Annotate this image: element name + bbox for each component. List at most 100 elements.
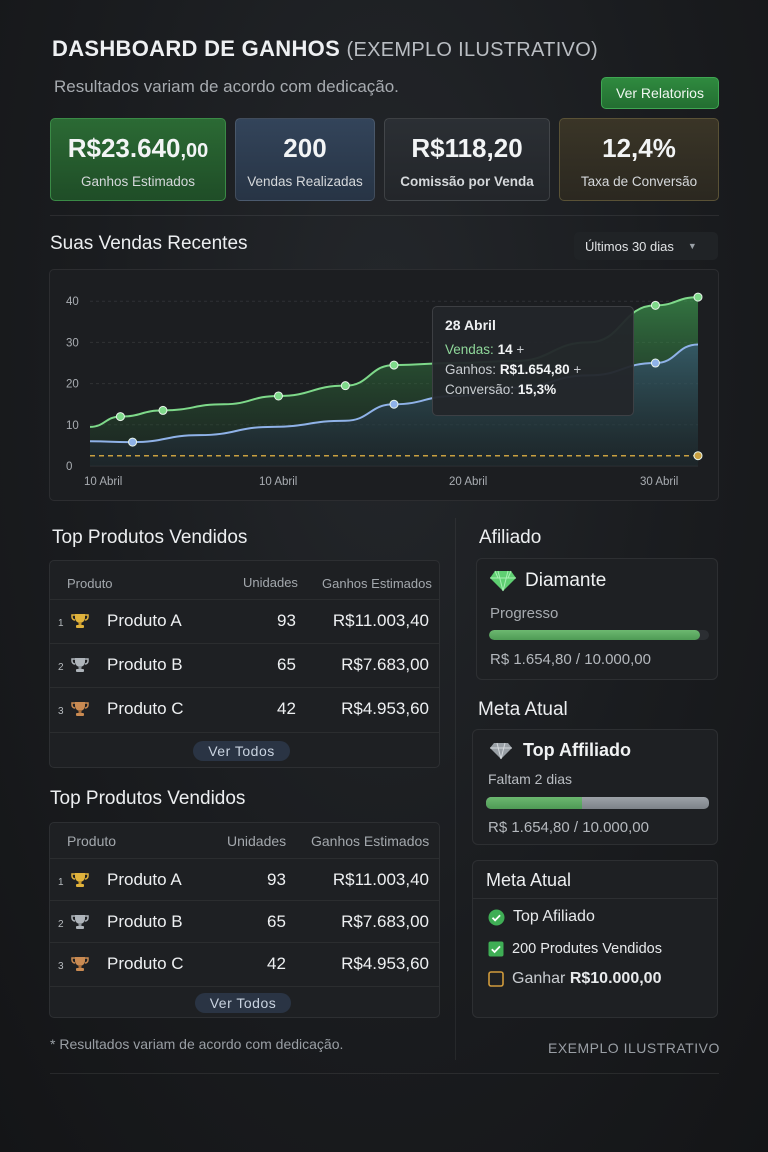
affiliate-tier: Diamante	[525, 570, 607, 591]
checkbox-unchecked-icon[interactable]	[488, 971, 504, 987]
data-point	[340, 381, 350, 391]
goal-checklist-card: Meta Atual Top Afiliado 200 Produtes Ven…	[472, 860, 718, 1018]
top-products-table-2: Produto Unidades Ganhos Estimados 1 Prod…	[49, 822, 440, 1018]
product-earnings: R$11.003,40	[332, 611, 429, 630]
affiliate-card: Diamante Progresso R$ 1.654,80 / 10.000,…	[476, 558, 718, 680]
check-circle-icon	[488, 909, 505, 925]
checklist-item[interactable]: 200 Produtes Vendidos	[488, 941, 662, 957]
data-point	[273, 391, 283, 401]
goal-amount: R$ 1.654,80 / 10.000,00	[488, 819, 649, 836]
divider	[50, 215, 719, 216]
table-row[interactable]: 3 Produto C 42 R$4.953,60	[50, 942, 439, 984]
view-all-button-2[interactable]: Ver Todos	[195, 993, 291, 1013]
gold-trophy-icon	[71, 873, 89, 887]
product-earnings: R$11.003,40	[332, 870, 429, 889]
x-tick-label: 10 Abril	[84, 476, 122, 488]
kpi-value: R$23.640,00	[67, 133, 209, 163]
x-tick-label: 10 Abril	[259, 476, 297, 488]
product-name: Produto C	[107, 954, 184, 973]
kpi-label: Taxa de Conversão	[580, 174, 698, 189]
column-divider	[455, 518, 456, 1060]
x-tick-label: 20 Abril	[449, 476, 487, 488]
column-header-product: Produto	[67, 833, 117, 849]
view-reports-button[interactable]: Ver Relatorios	[601, 77, 719, 109]
y-tick-label: 0	[66, 461, 72, 473]
product-name: Produto A	[107, 611, 182, 630]
top-products-title-2: Top Produtos Vendidos	[50, 788, 246, 809]
row-rank: 3	[58, 961, 64, 972]
goal-progress-bar	[486, 797, 709, 809]
checklist-label: Top Afiliado	[513, 908, 595, 925]
product-earnings: R$7.683,00	[341, 912, 429, 931]
product-earnings: R$7.683,00	[341, 655, 429, 674]
data-point	[650, 358, 660, 368]
table-row[interactable]: 2 Produto B 65 R$7.683,00	[50, 900, 439, 942]
y-tick-label: 20	[66, 379, 79, 391]
checklist-item[interactable]: Ganhar R$10.000,00	[488, 970, 661, 988]
column-header-units: Unidades	[243, 575, 298, 590]
kpi-label: Comissão por Venda	[400, 174, 534, 189]
table-row[interactable]: 1 Produto A 93 R$11.003,40	[50, 599, 439, 643]
goal-progress-fill	[486, 797, 582, 809]
kpi-card-commission: R$118,20 Comissão por Venda	[384, 118, 550, 201]
product-name: Produto C	[107, 699, 184, 718]
goal-card: Top Affiliado Faltam 2 dias R$ 1.654,80 …	[472, 729, 718, 845]
y-tick-label: 40	[66, 296, 79, 308]
checkbox-checked-icon[interactable]	[488, 941, 504, 957]
chevron-down-icon: ▼	[687, 241, 697, 251]
period-dropdown[interactable]: Últimos 30 dias ▼	[574, 232, 718, 260]
checklist-label: Ganhar R$10.000,00	[512, 970, 662, 987]
data-point	[128, 437, 138, 447]
chart-tooltip: 28 Abril Vendas: 14 + Ganhos: R$1.654,80…	[432, 306, 634, 416]
gold-trophy-icon	[71, 614, 89, 628]
kpi-value: 12,4%	[602, 133, 676, 163]
affiliate-progress-bar	[489, 630, 709, 640]
goal-remaining: Faltam 2 dias	[488, 771, 573, 787]
page-subtitle: Resultados variam de acordo com dedicaçã…	[54, 77, 399, 96]
product-units: 93	[267, 870, 286, 889]
kpi-value: R$118,20	[411, 133, 523, 163]
page-title-suffix: (EXEMPLO ILUSTRATIVO)	[346, 39, 599, 61]
divider	[50, 1073, 719, 1074]
view-all-button[interactable]: Ver Todos	[193, 741, 290, 761]
top-products-title: Top Produtos Vendidos	[52, 527, 248, 548]
affiliate-progress-fill	[489, 630, 701, 640]
bronze-trophy-icon	[71, 702, 89, 716]
table-row[interactable]: 2 Produto B 65 R$7.683,00	[50, 643, 439, 687]
product-units: 42	[277, 699, 296, 718]
table-row[interactable]: 1 Produto A 93 R$11.003,40	[50, 858, 439, 900]
y-tick-label: 30	[66, 337, 79, 349]
bronze-trophy-icon	[71, 957, 89, 971]
diamond-icon	[490, 742, 512, 760]
product-units: 65	[267, 912, 286, 931]
affiliate-amount: R$ 1.654,80 / 10.000,00	[490, 651, 651, 668]
tooltip-conversion: Conversão: 15,3%	[445, 382, 557, 397]
tooltip-sales: Vendas: 14 +	[445, 342, 525, 357]
product-units: 93	[277, 611, 296, 630]
divider	[50, 986, 439, 987]
row-rank: 2	[58, 662, 64, 673]
divider	[473, 898, 717, 899]
product-units: 65	[277, 655, 296, 674]
table-row[interactable]: 3 Produto C 42 R$4.953,60	[50, 687, 439, 731]
row-rank: 1	[58, 618, 64, 629]
data-point	[650, 300, 660, 310]
product-earnings: R$4.953,60	[341, 699, 429, 718]
product-name: Produto A	[107, 870, 182, 889]
page-title: DASHBOARD DE GANHOS (EXEMPLO ILUSTRATIVO…	[52, 36, 598, 62]
data-point	[389, 399, 399, 409]
data-point	[115, 412, 125, 422]
product-units: 42	[267, 954, 286, 973]
data-point	[693, 292, 703, 302]
affiliate-title: Afiliado	[479, 527, 542, 548]
diamond-icon	[490, 570, 516, 592]
product-earnings: R$4.953,60	[341, 954, 429, 973]
product-name: Produto B	[107, 912, 183, 931]
checklist-item[interactable]: Top Afiliado	[488, 908, 595, 926]
kpi-card-estimated-earnings: R$23.640,00 Ganhos Estimados	[50, 118, 226, 201]
tooltip-earnings: Ganhos: R$1.654,80 +	[445, 362, 582, 377]
sales-section-title: Suas Vendas Recentes	[50, 233, 248, 254]
goal-title: Meta Atual	[478, 699, 568, 720]
footer-example-label: EXEMPLO ILUSTRATIVO	[548, 1040, 720, 1056]
progress-label: Progresso	[490, 605, 559, 622]
